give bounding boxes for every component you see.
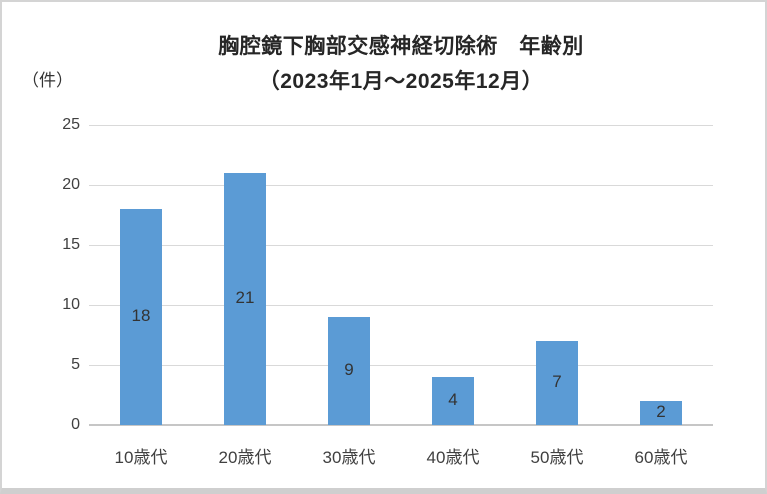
gridline-y20 [89, 185, 713, 186]
bar-60歳代[interactable]: 2 [640, 401, 682, 425]
gridline-y25 [89, 125, 713, 126]
y-tick-label-10: 10 [62, 296, 80, 313]
x-tick-label-30歳代: 30歳代 [322, 448, 376, 467]
x-tick-label-60歳代: 60歳代 [634, 448, 688, 467]
bar-50歳代[interactable]: 7 [536, 341, 578, 425]
y-tick-label-5: 5 [71, 356, 80, 373]
bar-value-label-60歳代: 2 [656, 402, 666, 421]
y-tick-label-0: 0 [71, 416, 80, 433]
y-tick-label-25: 25 [62, 116, 80, 133]
gridline-y15 [89, 245, 713, 246]
bar-value-label-50歳代: 7 [552, 372, 562, 391]
gridline-y5 [89, 365, 713, 366]
x-tick-label-20歳代: 20歳代 [218, 448, 272, 467]
bar-value-label-20歳代: 21 [235, 288, 255, 307]
bar-30歳代[interactable]: 9 [328, 317, 370, 425]
bar-40歳代[interactable]: 4 [432, 377, 474, 425]
bar-20歳代[interactable]: 21 [224, 173, 266, 425]
chart-title: 胸腔鏡下胸部交感神経切除術 年齢別 （2023年1月～2025年12月） [89, 29, 713, 99]
bar-10歳代[interactable]: 18 [120, 209, 162, 425]
gridline-y10 [89, 305, 713, 306]
bar-value-label-10歳代: 18 [131, 306, 151, 325]
y-tick-label-20: 20 [62, 176, 80, 193]
x-tick-label-50歳代: 50歳代 [530, 448, 584, 467]
plot-area: 18 21 9 4 7 2 [89, 125, 713, 426]
x-axis-line [89, 424, 713, 426]
bar-value-label-40歳代: 4 [448, 390, 458, 409]
x-tick-label-40歳代: 40歳代 [426, 448, 480, 467]
chart-title-line2: （2023年1月～2025年12月） [258, 70, 544, 93]
x-tick-label-10歳代: 10歳代 [114, 448, 168, 467]
bar-value-label-30歳代: 9 [344, 360, 354, 379]
y-tick-label-15: 15 [62, 236, 80, 253]
y-axis-unit-label: （件） [22, 71, 73, 90]
chart-title-line1: 胸腔鏡下胸部交感神経切除術 年齢別 [218, 35, 584, 58]
